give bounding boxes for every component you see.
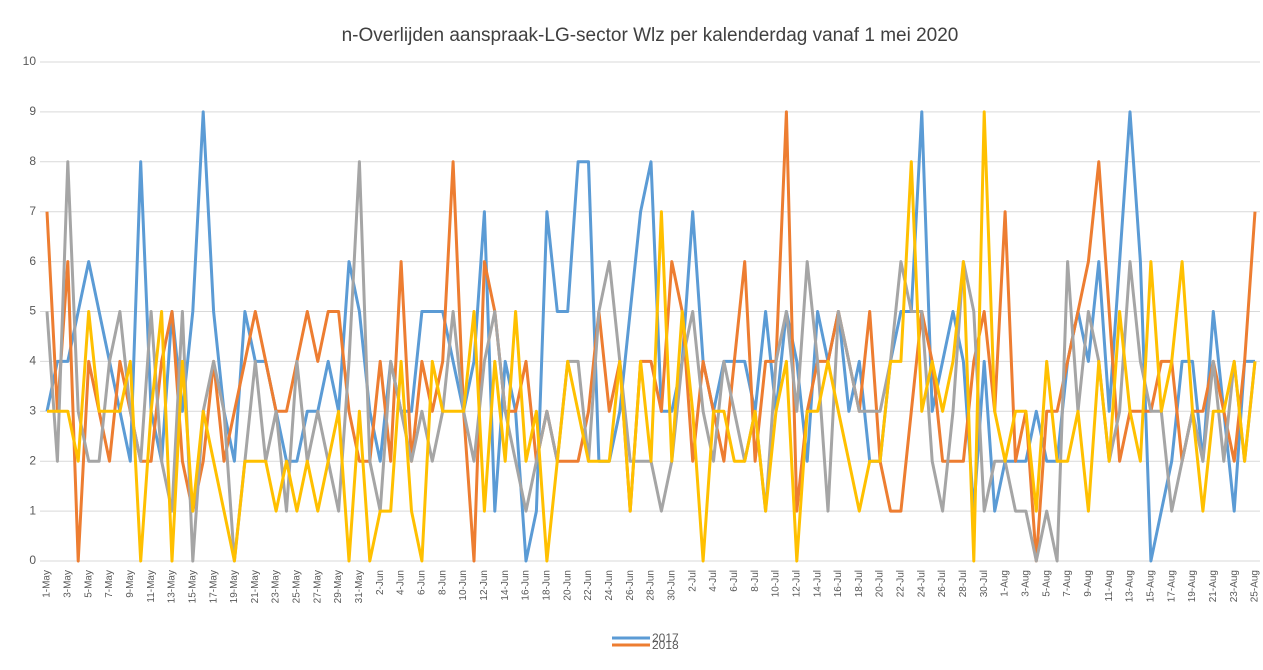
x-tick-label: 21-Aug — [1208, 570, 1219, 602]
x-tick-label: 5-May — [83, 570, 94, 598]
x-tick-label: 22-Jul — [896, 570, 907, 597]
x-tick-label: 3-May — [62, 570, 73, 598]
x-tick-label: 28-Jul — [958, 570, 969, 597]
x-tick-label: 11-May — [146, 570, 157, 603]
x-tick-label: 24-Jun — [604, 570, 615, 601]
x-tick-label: 25-May — [292, 570, 303, 603]
x-tick-label: 19-May — [229, 570, 240, 603]
y-tick-label: 1 — [29, 503, 36, 517]
x-tick-label: 22-Jun — [583, 570, 594, 601]
x-tick-label: 12-Jul — [791, 570, 802, 597]
x-tick-label: 17-May — [208, 570, 219, 603]
x-tick-label: 23-May — [271, 570, 282, 603]
x-tick-label: 13-May — [167, 570, 178, 603]
x-tick-label: 19-Aug — [1187, 570, 1198, 602]
y-tick-label: 10 — [23, 54, 37, 68]
x-tick-label: 9-May — [125, 570, 136, 598]
x-tick-label: 24-Jul — [916, 570, 927, 597]
x-tick-label: 26-Jul — [937, 570, 948, 597]
x-tick-label: 31-May — [354, 570, 365, 603]
x-tick-label: 17-Aug — [1166, 570, 1177, 602]
x-tick-label: 8-Jun — [437, 570, 448, 595]
legend-label: 2018 — [652, 638, 679, 652]
x-tick-label: 27-May — [312, 570, 323, 603]
x-tick-label: 23-Aug — [1229, 570, 1240, 602]
x-tick-label: 2-Jul — [687, 570, 698, 592]
x-tick-label: 4-Jul — [708, 570, 719, 592]
series-line — [45, 110, 1257, 563]
x-tick-label: 16-Jul — [833, 570, 844, 597]
x-tick-label: 15-May — [187, 570, 198, 603]
x-tick-label: 10-Jul — [771, 570, 782, 597]
x-tick-label: 9-Aug — [1083, 570, 1094, 597]
x-tick-label: 6-Jul — [729, 570, 740, 592]
x-tick-label: 14-Jun — [500, 570, 511, 601]
legend-label: 2017 — [652, 631, 679, 645]
x-tick-label: 21-May — [250, 570, 261, 603]
y-tick-label: 8 — [29, 154, 36, 168]
y-tick-label: 7 — [29, 204, 36, 218]
y-tick-label: 6 — [29, 254, 36, 268]
chart-title: n-Overlijden aanspraak-LG-sector Wlz per… — [342, 25, 959, 46]
x-tick-label: 4-Jun — [396, 570, 407, 595]
y-tick-label: 5 — [29, 304, 36, 318]
x-tick-label: 7-May — [104, 570, 115, 598]
series-line — [47, 110, 1257, 563]
x-tick-label: 18-Jul — [854, 570, 865, 597]
x-tick-label: 1-May — [42, 570, 53, 598]
x-tick-label: 6-Jun — [417, 570, 428, 595]
y-tick-label: 4 — [29, 354, 36, 368]
x-tick-label: 13-Aug — [1125, 570, 1136, 602]
x-tick-label: 20-Jun — [562, 570, 573, 601]
x-tick-label: 7-Aug — [1062, 570, 1073, 597]
x-tick-label: 29-May — [333, 570, 344, 603]
x-tick-label: 28-Jun — [646, 570, 657, 601]
x-tick-label: 18-Jun — [542, 570, 553, 601]
x-tick-label: 16-Jun — [521, 570, 532, 601]
x-tick-label: 25-Aug — [1250, 570, 1261, 602]
y-tick-label: 2 — [29, 453, 36, 467]
x-tick-label: 20-Jul — [875, 570, 886, 597]
series-line — [45, 110, 1255, 563]
x-tick-label: 1-Aug — [1000, 570, 1011, 597]
x-tick-label: 26-Jun — [625, 570, 636, 601]
x-tick-label: 3-Aug — [1021, 570, 1032, 597]
x-tick-label: 10-Jun — [458, 570, 469, 601]
x-tick-label: 15-Aug — [1146, 570, 1157, 602]
y-tick-label: 9 — [29, 104, 36, 118]
y-tick-label: 3 — [29, 403, 36, 417]
x-tick-label: 2-Jun — [375, 570, 386, 595]
y-tick-label: 0 — [29, 553, 36, 567]
x-tick-label: 14-Jul — [812, 570, 823, 597]
x-tick-label: 30-Jun — [666, 570, 677, 601]
x-tick-label: 30-Jul — [979, 570, 990, 597]
x-tick-label: 5-Aug — [1041, 570, 1052, 597]
x-tick-label: 11-Aug — [1104, 570, 1115, 602]
x-tick-label: 12-Jun — [479, 570, 490, 601]
x-tick-label: 8-Jul — [750, 570, 761, 592]
